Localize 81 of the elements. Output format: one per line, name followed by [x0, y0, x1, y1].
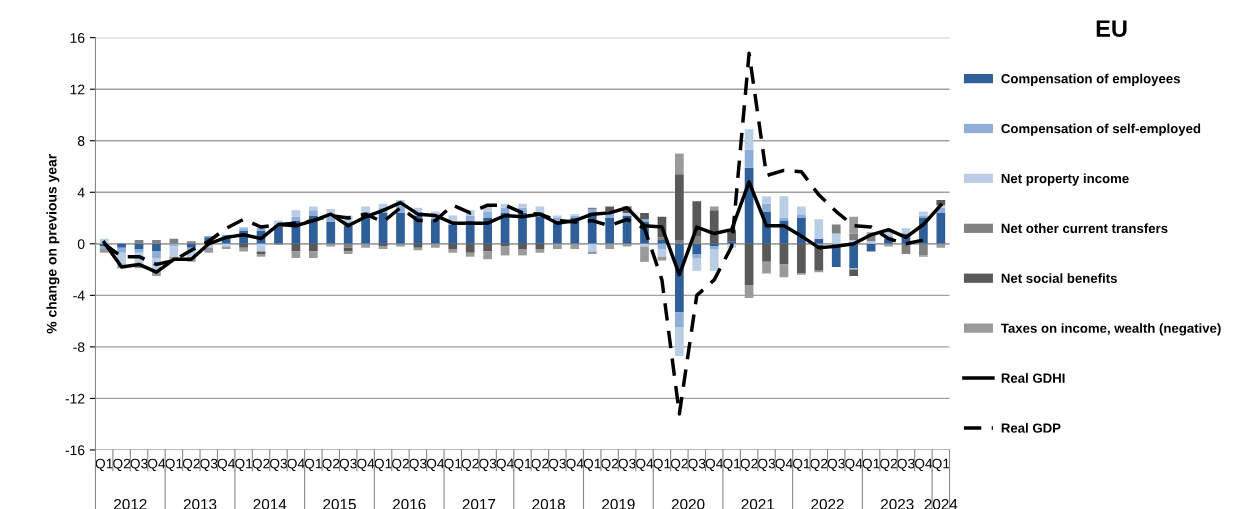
x-tick-label: Q3 [827, 458, 845, 471]
x-tick-label: Q1 [862, 458, 880, 471]
y-tick-label: 16 [70, 33, 85, 43]
text: 2020 [671, 498, 705, 509]
text: 2019 [602, 498, 635, 509]
x-tick-label: Q2 [531, 458, 549, 471]
legend-label: Net property income [1001, 173, 1129, 186]
x-tick-label: Q4 [705, 458, 724, 471]
x-tick-label: Q1 [165, 458, 183, 471]
x-tick-label: Q4 [287, 458, 305, 471]
text: 2018 [532, 498, 565, 509]
x-tick-label: Q1 [792, 458, 810, 471]
text: 2014 [253, 498, 287, 509]
legend-label: Compensation of employees [1001, 73, 1180, 86]
x-tick-label: Q1 [723, 458, 741, 471]
x-tick-label: Q1 [932, 458, 950, 471]
y-tick-label: 12 [70, 84, 85, 95]
x-tick-label: Q2 [461, 458, 479, 471]
y-tick-label: -4 [73, 290, 85, 301]
x-tick-label: Q3 [339, 458, 357, 471]
x-tick-label: Q1 [513, 458, 532, 471]
x-tick-label: Q4 [217, 458, 236, 471]
x-tick-label: Q4 [147, 458, 166, 471]
x-tick-label: Q4 [635, 458, 654, 471]
x-tick-label: Q3 [130, 458, 148, 471]
x-tick-label: Q2 [113, 458, 131, 471]
x-tick-label: Q2 [601, 458, 619, 471]
x-tick-label: Q4 [426, 458, 445, 471]
x-tick-label: Q3 [548, 458, 567, 471]
text: 2013 [183, 498, 217, 509]
x-tick-label: Q3 [757, 458, 776, 471]
x-tick-label: Q4 [566, 458, 584, 471]
x-tick-label: Q4 [775, 458, 793, 471]
y-tick-label: -12 [65, 393, 85, 404]
x-tick-label: Q4 [845, 458, 863, 471]
text: 2012 [114, 498, 147, 509]
x-tick-label: Q3 [200, 458, 218, 471]
x-tick-label: Q1 [653, 458, 671, 471]
text: 2022 [811, 498, 844, 509]
y-tick-label: 8 [77, 136, 85, 146]
text: 2017 [462, 498, 496, 509]
text: 2024 [924, 498, 958, 509]
x-tick-label: Q2 [810, 458, 828, 471]
legend-label: Real GDP [1001, 423, 1061, 433]
y-tick-label: 4 [77, 187, 85, 198]
x-tick-label: Q1 [444, 458, 462, 471]
x-tick-label: Q3 [269, 458, 288, 471]
y-tick-label: -16 [65, 445, 85, 456]
x-tick-label: Q1 [304, 458, 322, 471]
legend-label: Taxes on income, wealth (negative) [1001, 323, 1221, 336]
text: 2023 [881, 498, 914, 509]
text: 2021 [741, 498, 775, 509]
x-tick-label: Q3 [618, 458, 636, 471]
x-tick-label: Q4 [357, 458, 375, 471]
x-tick-label: Q2 [670, 458, 688, 471]
x-tick-label: Q3 [897, 458, 915, 471]
text: 2016 [392, 498, 426, 509]
x-tick-label: Q2 [879, 458, 898, 471]
x-tick-label: Q1 [95, 458, 113, 471]
x-tick-label: Q2 [322, 458, 340, 471]
legend-label: Net other current transfers [1001, 223, 1168, 234]
legend-label: Net social benefits [1001, 273, 1117, 283]
y-axis-title: % change on previous year [46, 154, 60, 334]
x-tick-label: Q2 [391, 458, 410, 471]
x-tick-label: Q1 [374, 458, 392, 471]
x-tick-label: Q3 [479, 458, 497, 471]
x-tick-label: Q1 [235, 458, 253, 471]
text: 2015 [323, 498, 356, 509]
y-tick-label: -8 [73, 342, 85, 353]
x-tick-label: Q2 [740, 458, 758, 471]
x-tick-label: Q2 [252, 458, 270, 471]
x-tick-label: Q4 [496, 458, 514, 471]
x-tick-label: Q2 [182, 458, 200, 471]
y-tick-label: 0 [77, 239, 85, 249]
text: EU [1096, 20, 1127, 37]
x-tick-label: Q3 [409, 458, 427, 471]
x-tick-label: Q1 [583, 458, 601, 471]
x-tick-label: Q4 [914, 458, 933, 471]
legend-label: Real GDHI [1001, 373, 1065, 383]
x-tick-label: Q3 [688, 458, 706, 471]
legend-label: Compensation of self-employed [1001, 123, 1201, 136]
